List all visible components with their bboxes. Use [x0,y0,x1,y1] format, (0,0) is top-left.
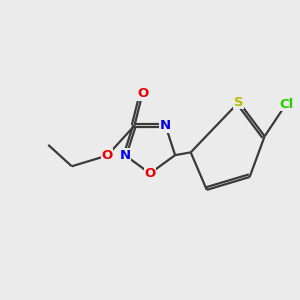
Text: N: N [160,119,171,132]
Text: O: O [144,167,156,180]
Text: O: O [101,149,113,162]
Text: Cl: Cl [279,98,293,111]
Text: S: S [234,95,244,109]
Text: O: O [137,87,148,100]
Text: N: N [119,149,130,162]
